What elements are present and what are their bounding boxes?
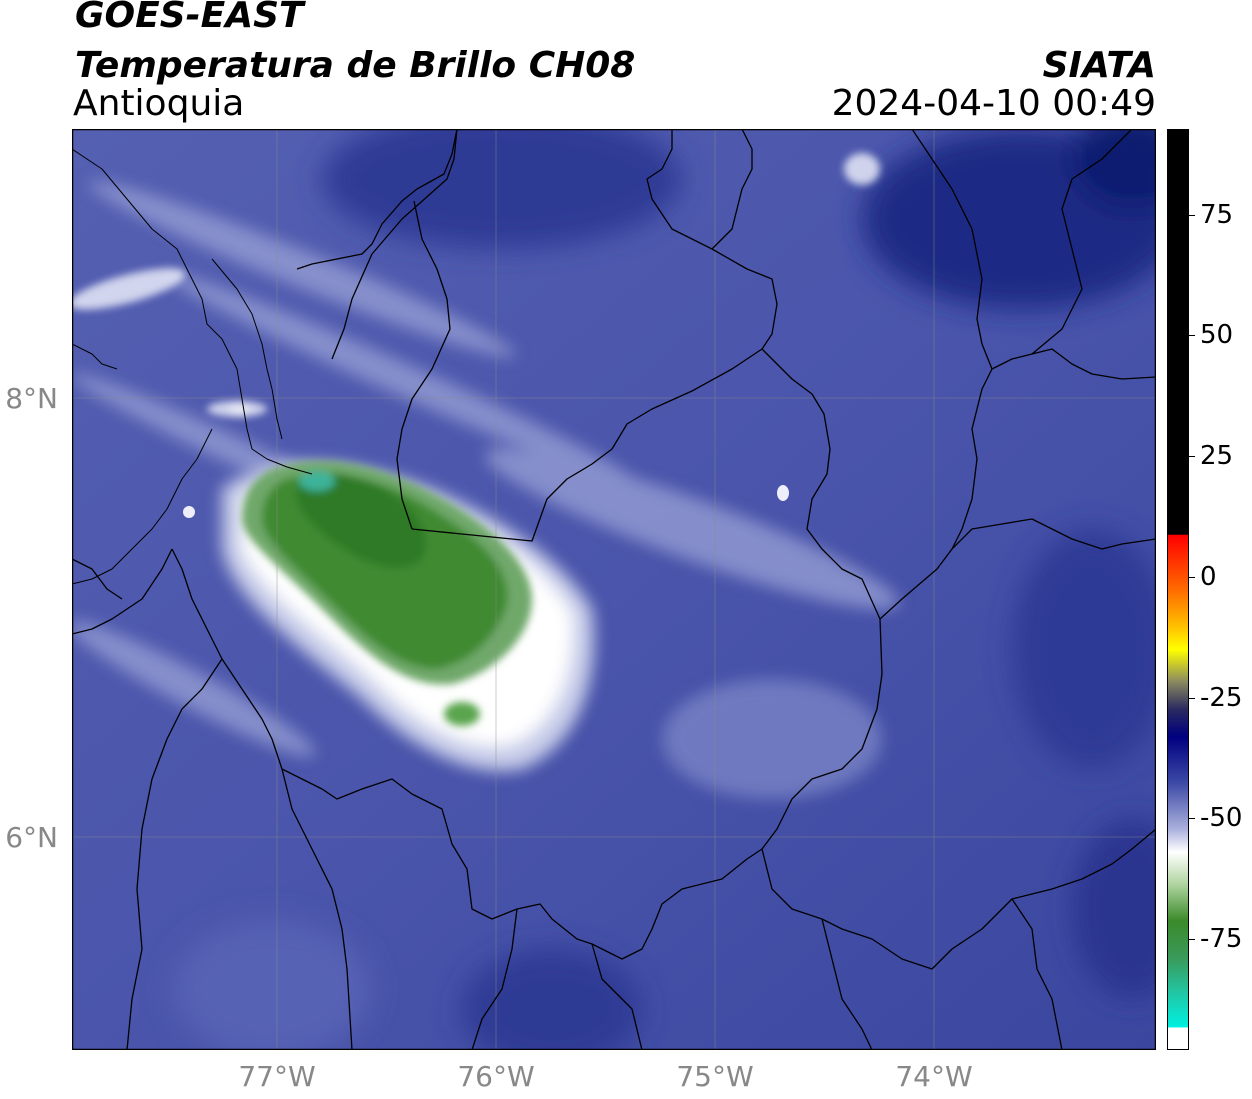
brightness-temperature-map — [72, 129, 1156, 1050]
lon-label-75w: 75°W — [676, 1060, 754, 1093]
colorbar-label-25: 25 — [1200, 441, 1234, 471]
colorbar — [1167, 129, 1189, 1050]
datetime-label: 2024-04-10 00:49 — [831, 83, 1156, 124]
department-boundaries — [72, 129, 1156, 1050]
product-title: Temperatura de Brillo CH08 — [75, 45, 636, 86]
colorbar-tick — [1189, 335, 1195, 336]
colorbar-label-75: 75 — [1200, 200, 1234, 230]
organization-label: SIATA — [1042, 45, 1156, 86]
colorbar-label-0: 0 — [1200, 562, 1217, 592]
colorbar-tick — [1189, 456, 1195, 457]
coastline — [72, 148, 313, 585]
lon-label-77w: 77°W — [238, 1060, 316, 1093]
colorbar-label-minus50: -50 — [1200, 803, 1243, 833]
colorbar-tick — [1189, 215, 1195, 216]
satellite-title: GOES-EAST — [75, 0, 304, 36]
colorbar-label-minus25: -25 — [1200, 683, 1243, 713]
colorbar-tick — [1189, 698, 1195, 699]
lat-label-8n: 8°N — [5, 382, 58, 415]
graticule — [72, 129, 1156, 1050]
colorbar-tick — [1189, 939, 1195, 940]
colorbar-tick — [1189, 577, 1195, 578]
colorbar-tick — [1189, 818, 1195, 819]
colorbar-label-minus75: -75 — [1200, 924, 1243, 954]
colorbar-label-50: 50 — [1200, 320, 1234, 350]
lon-label-74w: 74°W — [895, 1060, 973, 1093]
lat-label-6n: 6°N — [5, 821, 58, 854]
region-label: Antioquia — [73, 83, 245, 124]
lon-label-76w: 76°W — [457, 1060, 535, 1093]
satellite-imagery — [72, 129, 1156, 1050]
